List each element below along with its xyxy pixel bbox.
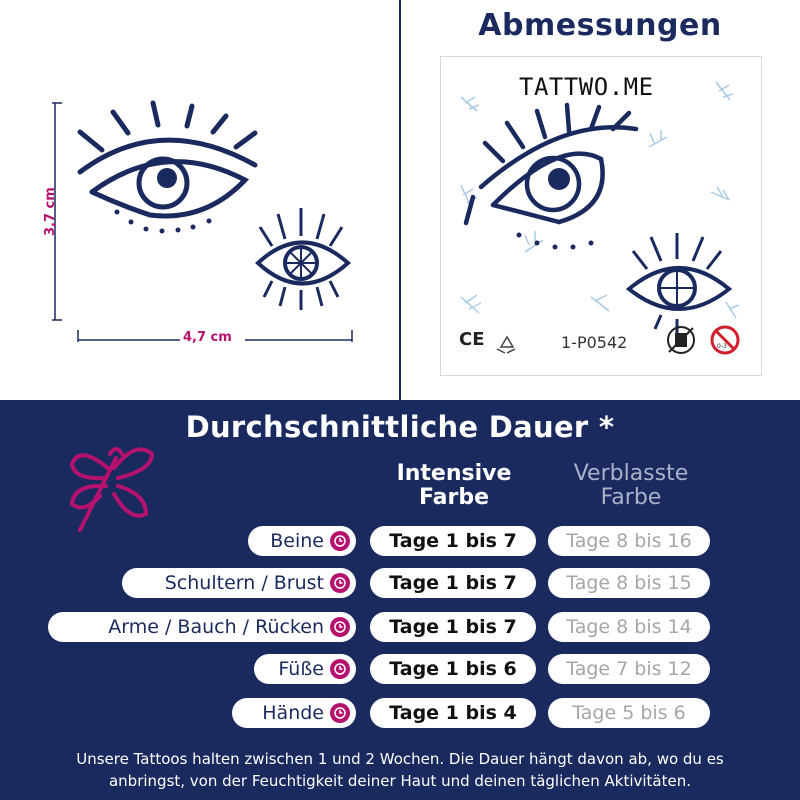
small-eye-rays	[258, 208, 344, 310]
small-eye-drawing	[255, 240, 352, 286]
faded-value: Tage 7 bis 12	[566, 658, 692, 680]
footer-line2: anbringst, von der Feuchtigkeit deiner H…	[108, 772, 692, 790]
clock-icon	[330, 617, 350, 637]
intensive-value: Tage 1 bis 7	[389, 616, 517, 638]
brand-logo: TATTWO.ME	[519, 73, 654, 101]
faded-pill: Tage 8 bis 15	[548, 568, 710, 598]
area-label: Arme / Bauch / Rücken	[108, 616, 324, 638]
area-pill-schultern: Schultern / Brust	[122, 568, 356, 598]
clock-icon	[330, 573, 350, 593]
area-pill-arme: Arme / Bauch / Rücken	[48, 612, 356, 642]
intensive-pill: Tage 1 bis 6	[370, 654, 536, 684]
duration-title: Durchschnittliche Dauer *	[185, 410, 615, 444]
area-label: Schultern / Brust	[164, 572, 324, 594]
tattoo-sheet: TATTWO.ME	[440, 56, 762, 376]
faded-color-header: Verblasste Farbe	[548, 462, 714, 510]
intensive-value: Tage 1 bis 7	[389, 530, 517, 552]
intensive-header-line2: Farbe	[418, 485, 490, 510]
faded-pill: Tage 5 bis 6	[548, 698, 710, 728]
area-label: Beine	[270, 530, 324, 552]
faded-pill: Tage 8 bis 14	[548, 612, 710, 642]
area-label: Hände	[262, 702, 324, 724]
big-eye-drawing	[77, 100, 258, 219]
product-code: 1-P0542	[561, 333, 628, 352]
intensive-header-line1: Intensive	[396, 461, 512, 486]
clock-icon	[330, 703, 350, 723]
svg-text:0-3: 0-3	[717, 343, 727, 350]
faded-value: Tage 8 bis 15	[566, 572, 692, 594]
big-eye-pupil	[157, 168, 177, 188]
top-section: 3,7 cm 4,7 cm Abmessungen TATTWO.ME	[43, 0, 762, 400]
intensive-pill: Tage 1 bis 7	[370, 612, 536, 642]
width-dimension-label: 4,7 cm	[183, 330, 232, 345]
clock-icon	[330, 659, 350, 679]
age-restriction-icon: 0-3	[710, 325, 740, 355]
bin-icon	[667, 326, 695, 354]
intensive-color-header: Intensive Farbe	[370, 462, 538, 510]
faded-pill: Tage 7 bis 12	[548, 654, 710, 684]
big-eye-dots	[114, 209, 212, 234]
height-dimension-label: 3,7 cm	[43, 187, 58, 236]
ce-mark: CE	[459, 329, 485, 350]
area-pill-beine: Beine	[248, 526, 356, 556]
intensive-pill: Tage 1 bis 7	[370, 568, 536, 598]
intensive-value: Tage 1 bis 7	[389, 572, 517, 594]
area-pill-haende: Hände	[232, 698, 356, 728]
faded-value: Tage 8 bis 16	[566, 530, 692, 552]
intensive-value: Tage 1 bis 4	[389, 702, 517, 724]
faded-value: Tage 5 bis 6	[572, 702, 686, 724]
area-label: Füße	[278, 658, 324, 680]
faded-header-line1: Verblasste	[573, 461, 689, 486]
intensive-pill: Tage 1 bis 4	[370, 698, 536, 728]
sheet-eyes-drawing: 0-3	[460, 81, 740, 355]
faded-value: Tage 8 bis 14	[566, 616, 692, 638]
eyes-illustration	[52, 100, 353, 342]
section-divider	[399, 0, 401, 400]
faded-header-line2: Farbe	[600, 485, 662, 510]
clock-icon	[330, 531, 350, 551]
recycle-icon	[496, 335, 516, 354]
dragonfly-icon	[69, 447, 155, 532]
dimension-lines	[52, 102, 353, 342]
abmessungen-title: Abmessungen	[478, 8, 722, 43]
intensive-pill: Tage 1 bis 7	[370, 526, 536, 556]
faded-pill: Tage 8 bis 16	[548, 526, 710, 556]
area-pill-fuesse: Füße	[254, 654, 356, 684]
footer-line1: Unsere Tattoos halten zwischen 1 und 2 W…	[76, 750, 724, 768]
intensive-value: Tage 1 bis 6	[389, 658, 517, 680]
duration-section: Durchschnittliche Dauer *	[0, 400, 800, 800]
footer-note: Unsere Tattoos halten zwischen 1 und 2 W…	[0, 748, 800, 792]
